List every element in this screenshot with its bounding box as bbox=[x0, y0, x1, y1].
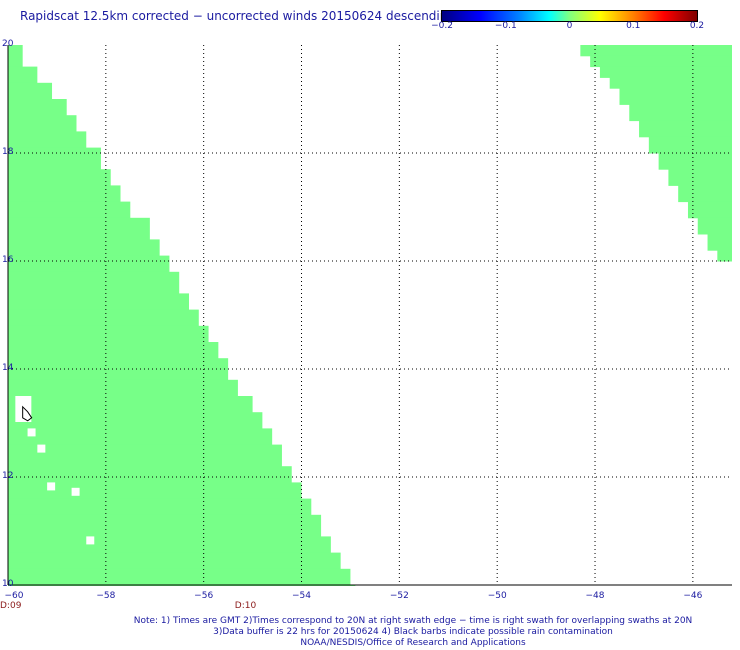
swath-2-row bbox=[687, 201, 732, 219]
x-tick-label: −58 bbox=[96, 591, 116, 601]
swath-1-row bbox=[8, 45, 23, 68]
swath-2-row bbox=[707, 234, 732, 251]
y-tick-label: 20 bbox=[2, 39, 14, 49]
swath-1-row bbox=[8, 185, 121, 203]
y-tick-label: 10 bbox=[2, 579, 14, 589]
y-tick-label: 12 bbox=[2, 471, 14, 481]
swath-2-row bbox=[668, 169, 732, 186]
x-tick-label: −56 bbox=[194, 591, 214, 601]
x-tick-label: −46 bbox=[683, 591, 703, 601]
swath-1-row bbox=[8, 498, 312, 516]
y-tick-label: 14 bbox=[2, 363, 14, 373]
swath-2-row bbox=[697, 217, 732, 235]
swath-1-row bbox=[8, 131, 87, 149]
swath-1-row bbox=[8, 358, 229, 381]
swath-1-gap bbox=[86, 536, 95, 545]
swath-1-row bbox=[8, 396, 253, 413]
x-tick-label: −54 bbox=[292, 591, 311, 601]
swath-2-row bbox=[639, 120, 732, 138]
swath-2-row bbox=[599, 66, 732, 78]
note-line-3: NOAA/NESDIS/Office of Research and Appli… bbox=[300, 638, 526, 648]
swath-2-row bbox=[629, 104, 732, 122]
swath-1-row bbox=[8, 325, 209, 343]
swath-1-row bbox=[8, 536, 331, 554]
swath-1-row bbox=[8, 99, 67, 116]
swath-1-row bbox=[8, 514, 322, 537]
swath-2-row bbox=[678, 185, 732, 203]
colorbar-tick-label: −0.2 bbox=[431, 21, 453, 31]
swath-1-row bbox=[8, 412, 263, 429]
x-tick-label: −52 bbox=[389, 591, 409, 601]
swath-1-row bbox=[8, 239, 160, 257]
swath-1-gap bbox=[27, 428, 36, 437]
time-label: D:09 bbox=[0, 601, 22, 611]
swath-1-row bbox=[8, 428, 273, 446]
y-tick-label: 16 bbox=[2, 255, 14, 265]
x-tick-label: −60 bbox=[4, 591, 24, 601]
colorbar-tick-label: 0.2 bbox=[689, 21, 705, 31]
swath-2-row bbox=[717, 250, 732, 262]
time-label: D:10 bbox=[234, 601, 257, 611]
swath-1-row bbox=[8, 309, 199, 327]
swath-1-gap bbox=[71, 487, 80, 496]
land-mask bbox=[15, 396, 32, 422]
chart-title: Rapidscat 12.5km corrected − uncorrected… bbox=[20, 9, 455, 23]
swath-1-row bbox=[8, 66, 38, 84]
swath-1-row bbox=[8, 169, 111, 186]
swath-1-row bbox=[8, 201, 131, 219]
swath-1-gap bbox=[47, 482, 56, 491]
colorbar-tick-label: 0.1 bbox=[626, 21, 641, 31]
colorbar-tick-label: −0.1 bbox=[494, 21, 517, 31]
swath-1-row bbox=[8, 444, 282, 467]
swath-2-row bbox=[648, 136, 732, 154]
y-tick-label: 18 bbox=[2, 147, 14, 157]
swath-1-row bbox=[8, 217, 150, 240]
swath-1-row bbox=[8, 552, 341, 570]
swath-1-row bbox=[8, 115, 77, 132]
x-tick-label: −48 bbox=[585, 591, 605, 601]
note-line-1: Note: 1) Times are GMT 2)Times correspon… bbox=[133, 616, 693, 626]
swath-2-row bbox=[609, 77, 732, 89]
swath-1-row bbox=[8, 271, 180, 294]
swath-2-row bbox=[590, 55, 732, 68]
swath-1-row bbox=[8, 568, 351, 586]
swath-1-row bbox=[8, 466, 292, 483]
swath-1-row bbox=[8, 482, 302, 500]
note-line-2: 3)Data buffer is 22 hrs for 20150624 4) … bbox=[213, 627, 613, 637]
swath-1-gap bbox=[37, 444, 46, 453]
swath-2-row bbox=[580, 45, 732, 57]
swath-1-row bbox=[8, 255, 170, 273]
swath-1-row bbox=[8, 82, 53, 100]
swath-1-row bbox=[8, 147, 101, 170]
colorbar-tick-label: 0 bbox=[566, 21, 573, 31]
swath-1-row bbox=[8, 379, 238, 397]
x-tick-label: −50 bbox=[487, 591, 507, 601]
island-outline bbox=[22, 405, 33, 422]
swath-2-row bbox=[619, 88, 732, 105]
swath-2-row bbox=[658, 153, 732, 170]
swath-1-row bbox=[8, 342, 219, 359]
swath-1-row bbox=[8, 293, 189, 311]
colorbar bbox=[441, 10, 698, 22]
